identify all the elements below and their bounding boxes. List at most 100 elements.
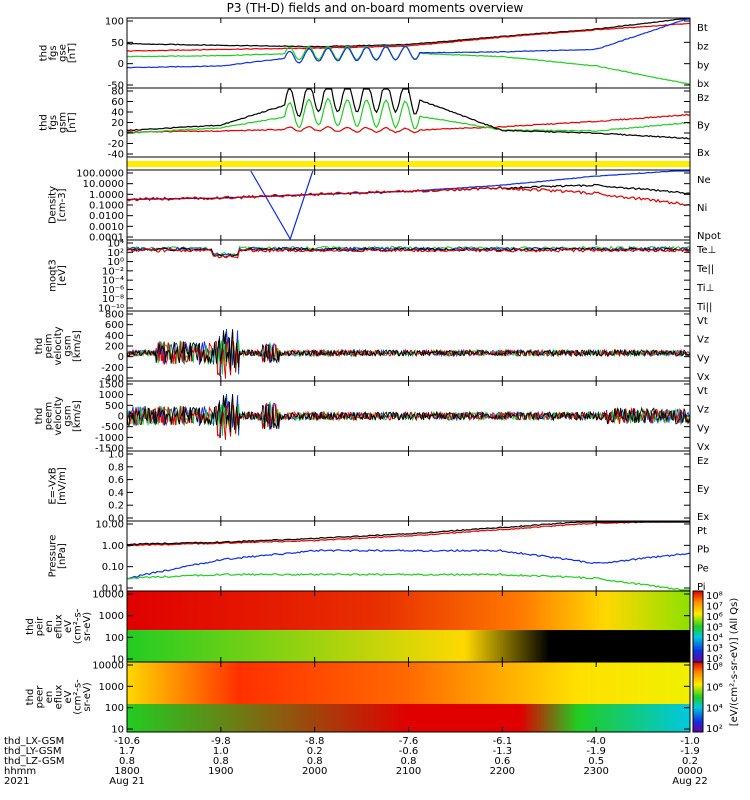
x-tick-label: 0.2 (682, 756, 698, 767)
y-tick-label: -1500 (95, 444, 124, 455)
y-tick-label: 100.0000 (76, 169, 124, 180)
y-axis-label: fgs (48, 115, 59, 130)
line-temperature (126, 247, 691, 259)
y-tick-label: 10000 (92, 661, 124, 672)
y-tick-label: 0.6 (108, 475, 124, 486)
colorbar-tick-label: 10² (706, 724, 723, 735)
x-tick-label: 2300 (583, 766, 608, 777)
legend-label: bz (697, 42, 709, 53)
x-tick-label: 2000 (302, 766, 327, 777)
x-tick-label: 0.8 (401, 756, 417, 767)
panel-frame-density (126, 169, 691, 241)
y-tick-label: 100 (105, 703, 124, 714)
legend-label: Ne (697, 175, 711, 186)
x-row-label: thd_LX-GSM (4, 736, 64, 747)
y-axis-label: eflux (54, 614, 65, 639)
x-tick-label: 0.8 (307, 756, 323, 767)
y-axis-label: sr-eV) (82, 612, 93, 641)
y-tick-label: 10000 (92, 590, 124, 601)
y-axis-label: [km/s] (72, 400, 83, 432)
y-tick-label: 1000 (99, 390, 124, 401)
y-axis-label: eflux (54, 685, 65, 710)
x-tick-label: -1.9 (586, 746, 606, 757)
y-axis-label: peem (44, 402, 55, 430)
x-tick-label: -4.0 (586, 736, 606, 747)
y-tick-label: -400 (101, 374, 124, 385)
ion-spectrogram-low (127, 630, 690, 662)
y-axis-label: thd (34, 338, 45, 355)
x-tick-label: 2200 (490, 766, 515, 777)
x-tick-label: -8.8 (305, 736, 325, 747)
legend-label: Vx (697, 372, 710, 383)
legend-label: by (697, 60, 709, 71)
legend-label: bx (697, 79, 709, 90)
ion-spectrogram-high (127, 591, 690, 631)
line-bx (126, 18, 690, 69)
y-axis-label: moqt3 (48, 259, 59, 292)
y-tick-label: -50 (108, 81, 124, 92)
y-tick-label: -500 (101, 422, 124, 433)
y-tick-label: 10.00 (95, 520, 124, 531)
x-tick-label: 1.0 (213, 746, 229, 757)
colorbar (692, 661, 704, 733)
y-axis-label: thd (25, 689, 36, 706)
legend-label: Vz (697, 335, 709, 346)
y-axis-label: (cm²-s- (73, 679, 84, 715)
panel-frame-peim-velocity (126, 310, 691, 382)
x-tick-label: -0.6 (399, 746, 419, 757)
y-axis-label: velocity (53, 396, 64, 435)
y-axis-label: thd (39, 45, 50, 62)
y-tick-label: 0.8 (108, 462, 124, 473)
y-tick-label: 100 (105, 17, 124, 28)
x-row-label: thd_LZ-GSM (4, 756, 65, 767)
y-tick-label: 0 (118, 129, 124, 140)
line-gsm-by (126, 97, 691, 134)
x-tick-label: 0.8 (119, 756, 135, 767)
legend-label: Te⊥ (696, 245, 716, 256)
y-tick-label: 400 (105, 331, 124, 342)
x-tick-label: 1800 (114, 766, 139, 777)
y-tick-label: 100 (105, 633, 124, 644)
y-tick-label: 10⁻⁴ (102, 276, 124, 287)
legend-label: Ti⊥ (696, 283, 714, 294)
colorbar-tick-label: 10³ (706, 644, 723, 655)
x-tick-label: 0.2 (307, 746, 323, 757)
y-axis-label: thd (25, 618, 36, 635)
y-axis-label: (cm²-s- (73, 608, 84, 644)
colorbar-tick-label: 10⁵ (706, 623, 723, 634)
panel-frame-fgs-gsm (126, 87, 691, 158)
y-tick-label: 1.0000 (89, 190, 124, 201)
y-tick-label: 500 (105, 401, 124, 412)
x-tick-label: -10.6 (114, 736, 140, 747)
y-axis-label: gse (58, 44, 69, 62)
y-tick-label: 1.0 (108, 450, 124, 461)
y-tick-label: -200 (101, 363, 124, 374)
y-tick-label: 200 (105, 342, 124, 353)
y-tick-label: 0.1000 (89, 201, 124, 212)
y-axis-label: thd (39, 114, 50, 131)
y-tick-label: 0.0001 (89, 233, 124, 244)
y-tick-label: 1500 (99, 380, 124, 391)
colorbar-tick-label: 10⁶ (706, 612, 723, 623)
line-ne (126, 185, 691, 207)
line-peem-velocity (126, 393, 691, 439)
colorbar (692, 590, 704, 663)
y-axis-label: velocity (53, 326, 64, 365)
electron-spectrogram-high (127, 662, 690, 704)
panel-frame-efield (126, 450, 691, 522)
x-row-label: thd_LY-GSM (4, 746, 61, 757)
y-tick-label: 0.01 (102, 584, 124, 595)
x-tick-label: -1.9 (680, 746, 700, 757)
y-axis-label: [cm-3] (57, 188, 68, 221)
x-tick-label: 0.8 (213, 756, 229, 767)
line-peem-velocity (126, 394, 691, 433)
y-tick-label: 10⁻⁶ (102, 285, 124, 296)
x-tick-label: -6.1 (493, 736, 513, 747)
colorbar-tick-label: 10⁷ (706, 602, 723, 613)
colorbar-tick-label: 10⁸ (706, 591, 723, 602)
y-tick-label: 10 (111, 655, 124, 666)
legend-label: By (697, 121, 710, 132)
colorbar-label: [eV/(cm²-s-sr-eV)] (All Qs) (729, 598, 740, 727)
legend-label: Ey (697, 484, 709, 495)
